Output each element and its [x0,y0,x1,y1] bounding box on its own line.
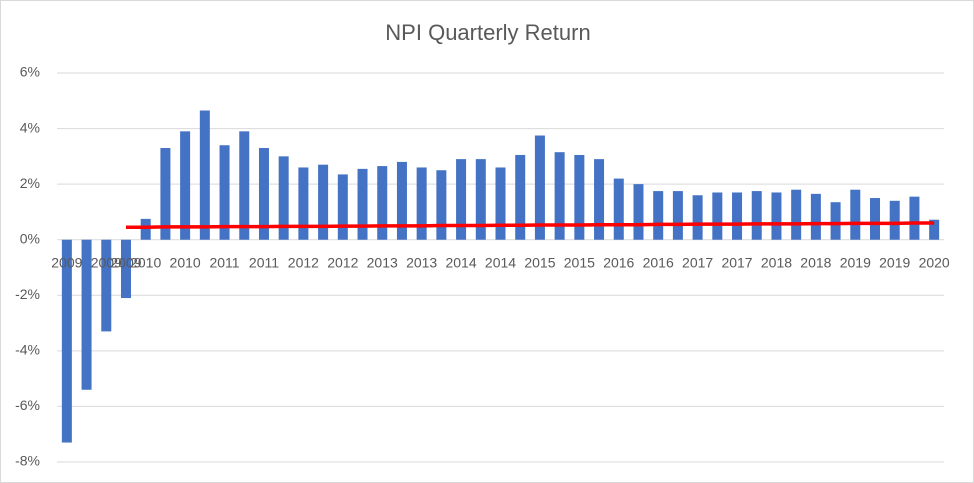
x-tick-label: 2009 [110,254,141,270]
x-tick-label: 2017 [721,254,752,270]
bar [396,161,407,240]
line [125,221,935,229]
x-tick-label: 2019 [840,254,871,270]
bar [633,184,644,240]
bar [81,239,92,390]
bar [534,135,545,240]
y-tick-label: 0% [20,230,40,246]
y-tick-label: 2% [20,175,40,191]
bar [436,170,447,240]
bar [160,148,171,240]
bar [751,191,762,240]
x-tick-label: 2015 [524,254,555,270]
bar [791,189,802,240]
y-tick-label: -2% [15,286,40,302]
bar [672,191,683,240]
bar [475,159,486,240]
x-tick-label: 2009 [51,254,82,270]
y-tick-label: 4% [20,119,40,135]
bar [830,202,841,240]
y-tick-label: -8% [15,453,40,469]
bar [416,167,427,240]
x-tick-label: 2018 [800,254,831,270]
bar [909,196,920,240]
bar [594,159,605,240]
y-tick-label: 6% [20,64,40,80]
bar [239,131,250,240]
bar [653,191,664,240]
y-tick-label: -4% [15,342,40,358]
x-tick-label: 2019 [879,254,910,270]
bar [889,200,900,240]
bar [101,239,112,332]
bar [180,131,191,240]
x-tick-label: 2014 [485,254,516,270]
chart-title: NPI Quarterly Return [385,20,590,45]
bar [199,110,210,240]
x-tick-label: 2012 [327,254,358,270]
x-tick-label: 2020 [919,254,950,270]
x-tick-label: 2015 [564,254,595,270]
bar [278,156,289,240]
x-tick-label: 2011 [249,254,279,270]
bar [554,152,565,240]
bar [140,218,151,240]
bar [357,168,368,240]
bar [61,239,72,443]
bar [337,174,348,240]
bar [810,193,821,240]
bar [732,192,743,240]
bar [219,145,230,240]
bar [258,148,269,240]
x-tick-label: 2016 [643,254,674,270]
bar [377,166,388,240]
x-tick-label: 2012 [288,254,319,270]
x-tick-label: 2018 [761,254,792,270]
bar [929,219,940,240]
bar [712,192,723,240]
x-tick-label: 2014 [445,254,476,270]
x-tick-label: 2011 [209,254,239,270]
bar [574,154,585,240]
y-tick-label: -6% [15,397,40,413]
bar [318,164,329,240]
x-tick-label: 2017 [682,254,713,270]
bar [613,178,624,240]
x-tick-label: 2009 [91,254,122,270]
x-tick-label: 2016 [603,254,634,270]
bar [692,195,703,240]
x-tick-label: 2013 [406,254,437,270]
x-tick-label: 2010 [170,254,201,270]
x-tick-label: 2013 [367,254,398,270]
bar [120,239,131,299]
x-tick-label: 2010 [130,254,161,270]
bar [298,167,309,240]
bar [771,192,782,240]
bar [870,198,881,240]
bar [850,189,861,240]
bar [495,167,506,240]
bar [515,154,526,240]
bar [456,159,467,240]
